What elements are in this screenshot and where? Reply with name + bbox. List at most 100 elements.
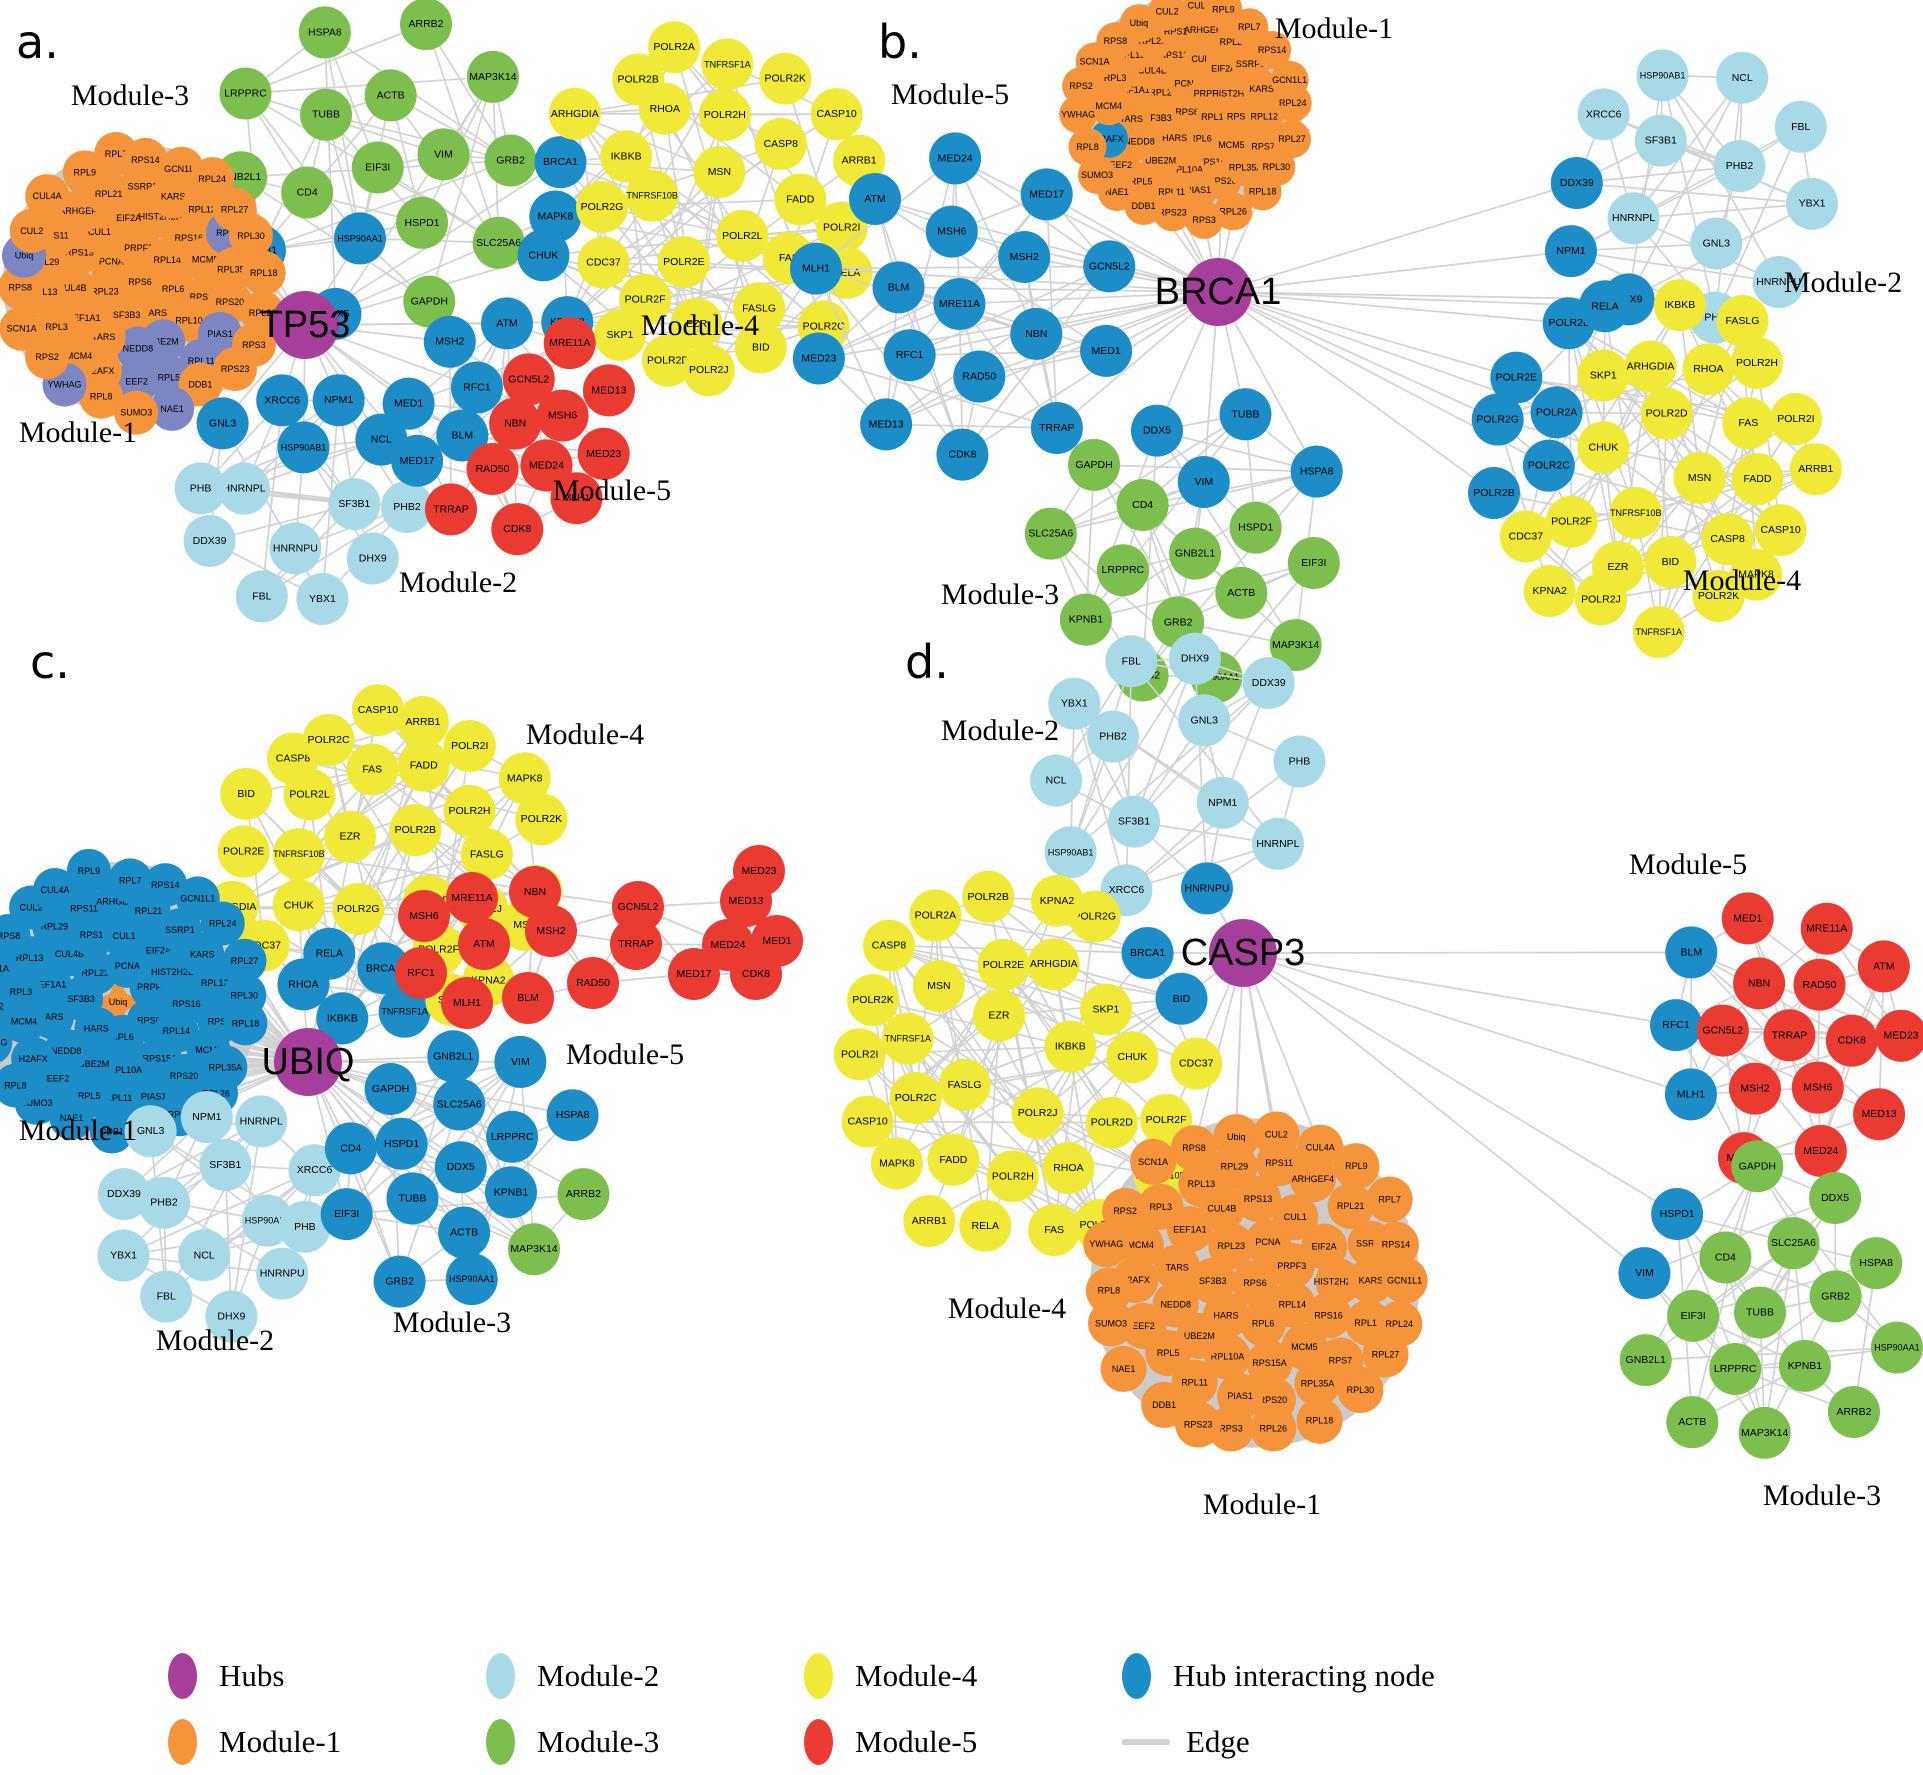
- module-label-b-m4: Module-4: [1683, 564, 1801, 597]
- hub-label: TP53: [260, 304, 351, 346]
- node-label: MCM4: [1127, 1240, 1154, 1250]
- node-label: UBE2M: [1184, 1331, 1215, 1341]
- node-label: RPS20: [216, 297, 245, 307]
- node-POLR2K: [847, 974, 900, 1027]
- node-CDC37: [577, 236, 630, 289]
- node-label: RPS11: [70, 903, 98, 913]
- node-label: RPL7: [105, 149, 128, 159]
- node-label: XRCC6: [1586, 108, 1622, 120]
- node-YBX1: [296, 572, 349, 625]
- node-label: CD4: [340, 1142, 361, 1154]
- node-label: BLM: [517, 992, 539, 1004]
- node-TUBB: [300, 88, 353, 141]
- node-GNL3: [1690, 217, 1743, 270]
- node-label: LRPPRC: [1714, 1363, 1757, 1375]
- node-ATM: [480, 297, 533, 350]
- node-RELA: [303, 927, 356, 980]
- node-ARRB1: [903, 1195, 956, 1248]
- node-label: ACTB: [450, 1226, 478, 1238]
- node-label: KPNB1: [1788, 1360, 1823, 1372]
- node-label: MED13: [1862, 1108, 1897, 1120]
- node-label: MED17: [400, 455, 435, 467]
- module-label-a-m1: Module-1: [19, 416, 137, 449]
- node-TNFRSF1A: [881, 1012, 934, 1065]
- node-label: POLR2H: [992, 1170, 1034, 1182]
- node-label: SCN1A: [1138, 1157, 1168, 1167]
- node-label: DDX39: [1252, 677, 1286, 689]
- node-label: RPL13: [16, 953, 44, 963]
- node-label: FAS: [1044, 1224, 1064, 1236]
- node-POLR2D: [642, 334, 695, 387]
- node-label: RPL10A: [1169, 165, 1203, 175]
- node-CDK8: [1825, 1014, 1878, 1067]
- node-BID: [1155, 972, 1208, 1025]
- panel-letter-c: c.: [30, 635, 70, 689]
- node-label: GNB2L1: [433, 1050, 473, 1062]
- node-label: VIM: [1194, 476, 1213, 488]
- node-label: ARHGEF4: [96, 896, 139, 906]
- node-label: TARS: [40, 1012, 63, 1022]
- node-ARRB2: [1827, 1386, 1880, 1439]
- node-label: POLR2B: [1473, 487, 1514, 499]
- node-label: CUL4A: [33, 191, 62, 201]
- node-MAP3K14: [1269, 619, 1322, 672]
- node-RAD50: [953, 350, 1006, 403]
- node-HSPD1: [375, 1117, 428, 1170]
- node-label: Ubiq: [15, 251, 34, 261]
- node-label: RPL3: [1149, 1202, 1172, 1212]
- node-ACTB: [1666, 1396, 1719, 1449]
- node-MRE11A: [446, 872, 498, 924]
- node-KPNB1: [1778, 1339, 1831, 1392]
- node-TUBB: [1219, 388, 1272, 441]
- node-BRCA1: [357, 942, 410, 995]
- node-label: BID: [237, 788, 255, 800]
- node-MED24: [1794, 1124, 1847, 1177]
- node-POLR2I: [833, 1028, 886, 1081]
- node-RPL35A: [1294, 1360, 1341, 1407]
- module-label-c-m5: Module-5: [566, 1038, 684, 1071]
- node-label: CDK8: [1838, 1035, 1866, 1047]
- node-label: DDB1: [188, 379, 212, 389]
- node-label: HSPD1: [1238, 522, 1273, 534]
- node-RPS14: [123, 137, 168, 182]
- node-label: SKP1: [607, 329, 634, 341]
- node-MAP3K14: [508, 1223, 561, 1276]
- node-label: ATM: [496, 317, 517, 329]
- node-label: RPS14: [131, 155, 160, 165]
- node-label: ARHGEF4: [59, 206, 102, 216]
- node-label: RPS15A: [1252, 1358, 1287, 1368]
- node-RAD50: [466, 443, 519, 496]
- module-label-a-m2: Module-2: [399, 566, 517, 599]
- node-label: POLR2F: [1146, 1114, 1187, 1126]
- node-label: MSH6: [548, 410, 577, 422]
- node-EZR: [670, 297, 723, 350]
- node-RPS2: [0, 986, 14, 1028]
- node-label: HIST2H2BE: [139, 211, 188, 221]
- node-label: MAP3K14: [469, 71, 516, 83]
- node-label: PCNA: [115, 961, 140, 971]
- node-CASP10: [1754, 504, 1807, 557]
- node-POLR2A: [1530, 386, 1583, 439]
- node-label: TARS: [1165, 1262, 1188, 1272]
- node-label: CDK8: [742, 968, 770, 980]
- node-label: TARS: [1120, 114, 1143, 124]
- node-label: MCM5: [1218, 140, 1245, 150]
- node-PHB: [278, 1200, 331, 1253]
- node-label: IKBKB: [1664, 299, 1695, 311]
- node-label: RFC1: [407, 967, 435, 979]
- node-label: MCM5: [195, 1045, 222, 1055]
- node-label: HSPA8: [308, 26, 342, 38]
- node-label: SKP1: [1093, 1004, 1120, 1016]
- legend-item-module4: Module-4: [804, 1648, 1122, 1704]
- node-label: RPL5: [158, 373, 181, 383]
- node-label: POLR2D: [1091, 1117, 1133, 1129]
- node-label: SSRP1: [128, 182, 158, 192]
- node-label: RPL23: [1218, 1241, 1246, 1251]
- node-label: MCM5: [1291, 1342, 1318, 1352]
- node-label: RPL35A: [217, 264, 251, 274]
- node-label: RFC1: [1662, 1019, 1690, 1031]
- node-CDC37: [1170, 1037, 1223, 1090]
- node-MED17: [391, 434, 444, 487]
- node-POLR2C: [1522, 439, 1575, 492]
- node-label: YWHAG: [48, 380, 82, 390]
